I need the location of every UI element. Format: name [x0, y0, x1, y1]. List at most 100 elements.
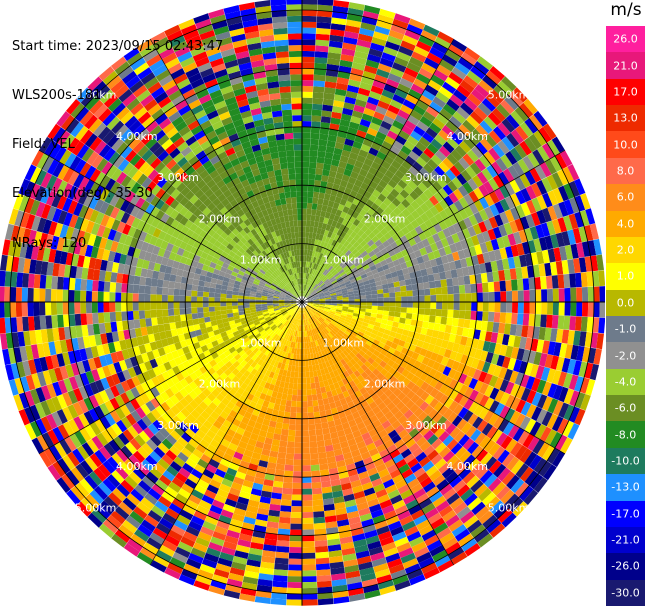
ppi-gate: [460, 102, 474, 116]
ppi-gate: [572, 227, 582, 244]
ppi-gate: [381, 406, 391, 416]
ppi-gate: [352, 315, 359, 320]
ppi-gate: [0, 254, 8, 271]
ppi-gate: [335, 507, 347, 516]
ppi-gate: [426, 486, 440, 498]
ppi-gate: [36, 434, 50, 451]
ppi-gate: [332, 490, 344, 499]
ppi-gate: [318, 292, 324, 296]
ppi-gate: [307, 296, 313, 300]
ppi-gate: [52, 327, 60, 342]
ppi-gate: [443, 262, 451, 272]
ppi-gate: [493, 85, 509, 100]
ppi-gate: [57, 210, 68, 225]
ppi-gate: [567, 359, 577, 375]
ppi-gate: [237, 539, 251, 548]
ppi-gate: [500, 99, 515, 115]
ppi-gate: [307, 299, 314, 302]
ppi-gate: [394, 88, 408, 99]
ppi-gate: [272, 580, 288, 588]
ppi-gate: [578, 226, 588, 243]
ppi-gate: [427, 143, 439, 155]
ppi-gate: [310, 244, 315, 251]
ppi-gate: [370, 254, 378, 261]
ppi-gate: [322, 311, 329, 316]
ppi-gate: [324, 294, 331, 298]
ppi-gate: [208, 302, 215, 307]
ppi-gate: [144, 343, 152, 353]
ppi-gate: [23, 258, 31, 274]
ppi-gate: [240, 485, 253, 494]
ppi-gate: [313, 297, 320, 300]
ppi-gate: [232, 294, 239, 299]
ppi-gate: [271, 316, 278, 322]
ppi-gate: [278, 522, 291, 530]
ppi-gate: [478, 209, 489, 221]
ppi-gate: [306, 305, 312, 309]
ppi-gate: [323, 92, 335, 101]
ppi-gate: [318, 363, 324, 370]
ppi-gate: [476, 283, 483, 293]
ppi-gate: [363, 343, 371, 350]
ppi-gate: [414, 249, 422, 258]
ppi-gate: [401, 174, 412, 185]
ppi-gate: [341, 421, 351, 430]
ppi-gate: [302, 319, 305, 326]
ppi-gate: [109, 410, 121, 423]
ppi-gate: [275, 422, 283, 429]
ppi-gate: [353, 56, 367, 65]
ppi-gate: [133, 365, 142, 376]
ppi-gate: [311, 359, 316, 366]
ppi-gate: [354, 346, 361, 353]
ppi-gate: [412, 289, 419, 297]
ppi-gate: [381, 434, 392, 444]
ppi-gate: [299, 337, 302, 343]
ppi-gate: [320, 122, 331, 129]
ppi-gate: [441, 286, 448, 295]
ppi-gate: [439, 532, 455, 545]
ppi-gate: [140, 268, 148, 278]
ppi-gate: [488, 460, 502, 474]
ppi-gate: [283, 313, 289, 318]
ppi-gate: [215, 283, 222, 290]
ppi-gate: [400, 40, 416, 52]
ppi-gate: [307, 336, 311, 343]
ppi-gate: [275, 311, 282, 316]
ppi-gate: [204, 316, 211, 323]
ppi-gate: [234, 353, 242, 361]
ppi-gate: [567, 229, 577, 245]
ppi-gate: [204, 321, 212, 328]
ppi-gate: [334, 241, 341, 249]
ppi-gate: [376, 223, 385, 232]
ppi-gate: [109, 302, 116, 313]
ppi-gate: [335, 374, 342, 382]
ppi-gate: [401, 198, 411, 209]
ppi-gate: [418, 295, 425, 302]
ppi-gate: [235, 413, 244, 422]
ppi-gate: [74, 430, 87, 446]
ppi-gate: [388, 311, 395, 317]
ppi-gate: [308, 311, 313, 317]
ppi-gate: [405, 223, 415, 232]
ppi-gate: [127, 367, 137, 378]
ppi-gate: [25, 374, 36, 391]
ppi-gate: [261, 555, 276, 564]
ppi-gate: [363, 383, 372, 392]
ppi-gate: [493, 504, 509, 519]
ppi-gate: [280, 499, 292, 507]
ppi-gate: [316, 203, 323, 211]
ppi-gate: [324, 515, 337, 523]
ppi-gate: [368, 231, 376, 240]
ppi-gate: [321, 110, 332, 118]
instrument-label: WLS200s-181: [12, 88, 102, 104]
ppi-gate: [294, 342, 298, 349]
ppi-gate: [285, 294, 292, 298]
ppi-gate: [359, 118, 371, 128]
ppi-gate: [529, 454, 542, 470]
ppi-gate: [334, 142, 345, 150]
ppi-gate: [319, 299, 326, 302]
ppi-gate: [239, 490, 251, 500]
ppi-gate: [187, 252, 196, 261]
ppi-gate: [307, 185, 315, 192]
ppi-gate: [294, 436, 302, 443]
